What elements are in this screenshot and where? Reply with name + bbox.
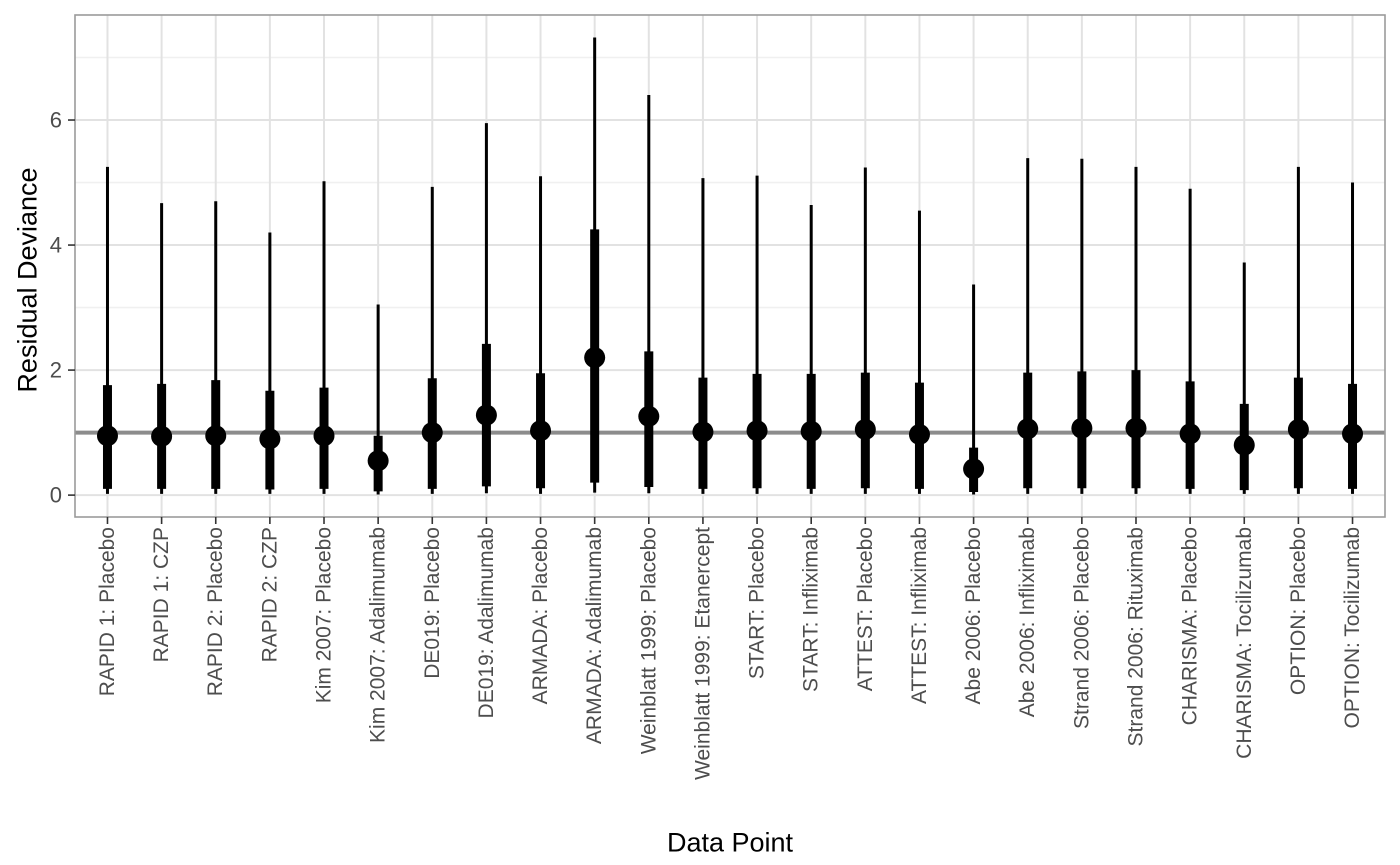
median-point <box>96 425 118 447</box>
x-tick-label: Abe 2006: Placebo <box>962 527 985 704</box>
x-tick-label: ARMADA: Adalimumab <box>583 527 606 744</box>
y-tick-label: 0 <box>50 483 62 508</box>
median-point <box>800 420 822 442</box>
median-point <box>259 428 281 450</box>
median-point <box>854 418 876 440</box>
x-tick-label: CHARISMA: Tocilizumab <box>1233 527 1256 759</box>
x-tick-label: Weinblatt 1999: Etanercept <box>691 527 714 780</box>
y-tick-label: 2 <box>50 358 62 383</box>
y-axis-title: Residual Deviance <box>12 167 43 393</box>
median-point <box>584 347 606 369</box>
x-tick-label: Strand 2006: Rituximab <box>1124 527 1147 746</box>
x-tick-label: RAPID 1: CZP <box>150 527 173 662</box>
median-point <box>313 425 335 447</box>
x-tick-label: RAPID 1: Placebo <box>96 527 119 696</box>
median-point <box>1287 418 1309 440</box>
x-tick-label: Strand 2006: Placebo <box>1070 527 1093 729</box>
x-axis-title: Data Point <box>666 827 794 858</box>
x-tick-label: DE019: Adalimumab <box>475 527 498 718</box>
median-point <box>530 420 552 442</box>
median-point <box>746 420 768 442</box>
x-tick-label: ATTEST: Placebo <box>854 527 877 691</box>
x-tick-label: START: Placebo <box>746 527 769 679</box>
x-tick-label: RAPID 2: CZP <box>258 527 281 662</box>
x-tick-label: START: Infliximab <box>800 527 823 692</box>
x-tick-label: DE019: Placebo <box>421 527 444 679</box>
x-tick-label: Weinblatt 1999: Placebo <box>637 527 660 754</box>
median-point <box>1179 423 1201 445</box>
median-point <box>151 425 173 447</box>
y-tick-label: 6 <box>50 108 62 133</box>
x-tick-label: CHARISMA: Placebo <box>1179 527 1202 725</box>
median-point <box>963 458 985 480</box>
y-tick-label: 4 <box>50 233 62 258</box>
median-point <box>1233 434 1255 456</box>
x-tick-label: ARMADA: Placebo <box>529 527 552 704</box>
median-point <box>367 450 389 472</box>
median-point <box>1071 417 1093 439</box>
x-tick-label: OPTION: Placebo <box>1287 527 1310 695</box>
median-point <box>1125 417 1147 439</box>
x-tick-label: RAPID 2: Placebo <box>204 527 227 696</box>
median-point <box>205 425 227 447</box>
x-tick-label: Kim 2007: Adalimumab <box>367 527 390 743</box>
median-point <box>908 423 930 445</box>
median-point <box>475 404 497 426</box>
x-tick-label: ATTEST: Infliximab <box>908 527 931 704</box>
panel-border <box>74 14 1386 518</box>
x-tick-label: Abe 2006: Infliximab <box>1016 527 1039 717</box>
x-tick-label: Kim 2007: Placebo <box>313 527 336 703</box>
x-tick-label: OPTION: Tocilizumab <box>1341 527 1364 729</box>
median-point <box>638 405 660 427</box>
median-point <box>692 421 714 443</box>
median-point <box>1342 423 1364 445</box>
median-point <box>421 422 443 444</box>
median-point <box>1017 418 1039 440</box>
